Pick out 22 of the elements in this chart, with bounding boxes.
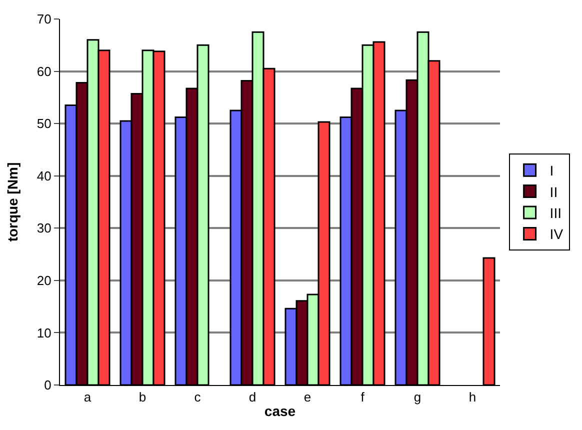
x-tick-label: g [414,390,422,405]
x-tick-label: f [360,390,365,405]
y-tick-label: 0 [44,378,52,393]
legend-label: I [550,162,554,179]
y-tick-label: 20 [36,272,52,288]
y-tick-label: 10 [36,325,52,340]
y-tick-label: 70 [36,12,52,27]
x-tick-label: d [248,390,256,405]
x-tick-label: h [468,390,476,405]
x-tick-label: c [194,390,202,405]
legend-label: III [550,204,562,221]
y-axis-title: torque [Nm] [4,162,21,242]
y-tick-label: 60 [36,64,52,79]
x-tick-label: a [84,390,92,405]
x-tick-label: e [304,390,312,405]
x-axis-title: case [264,402,296,419]
legend-label: IV [550,226,564,242]
y-tick-label: 30 [36,220,52,236]
y-tick-label: 50 [36,116,52,132]
legend-label: II [550,184,558,200]
x-tick-label: b [138,390,146,405]
y-tick-label: 40 [36,168,52,184]
